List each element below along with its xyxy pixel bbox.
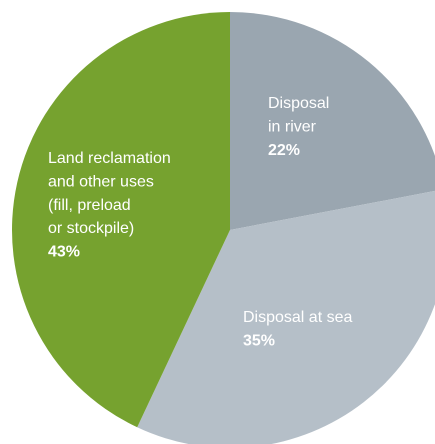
slice-label: Disposal at sea [243, 309, 352, 326]
slice-label: (fill, preload [48, 197, 131, 214]
pie-slice [137, 190, 435, 444]
slice-label: or stockpile) [48, 220, 134, 237]
slice-label: Disposal [268, 95, 329, 112]
slice-label: and other uses [48, 174, 154, 191]
pie-slice [230, 12, 435, 230]
slice-value-label: 43% [48, 243, 80, 260]
slice-label: Land reclamation [48, 150, 171, 167]
slice-label: in river [268, 119, 317, 136]
slice-value-label: 22% [268, 142, 300, 159]
pie-slice [11, 12, 231, 428]
slice-value-label: 35% [243, 333, 275, 350]
